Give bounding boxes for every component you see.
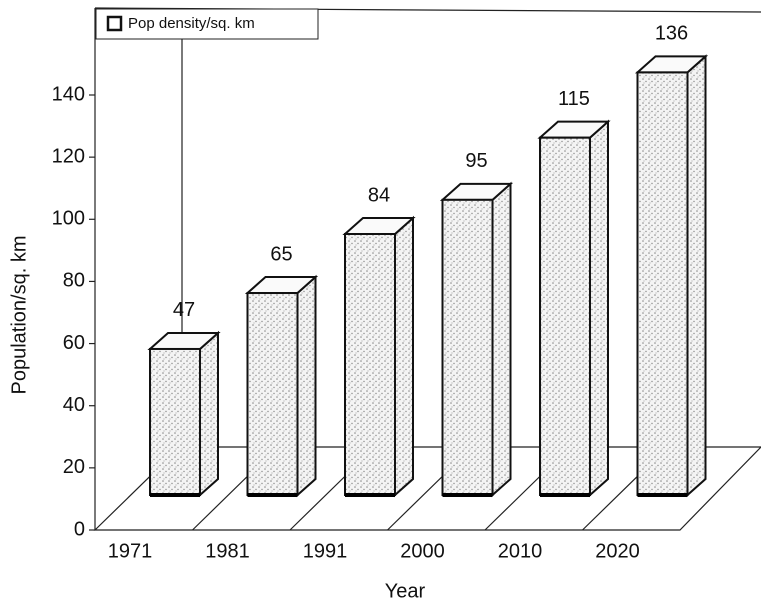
bar-side <box>491 181 512 498</box>
y-tick-label: 20 <box>63 456 85 478</box>
bar-side <box>296 274 317 498</box>
data-label: 65 <box>270 243 292 265</box>
y-tick-label: 120 <box>52 145 85 167</box>
bar-side <box>394 215 414 498</box>
bar-side <box>686 54 707 498</box>
bar <box>636 71 689 497</box>
y-tick-label: 140 <box>52 83 85 105</box>
data-label: 95 <box>465 150 487 172</box>
legend-label: Pop density/sq. km <box>128 15 255 32</box>
bar <box>246 292 299 496</box>
bar <box>149 347 201 497</box>
legend-box <box>95 8 319 40</box>
x-tick-label: 1971 <box>108 540 153 562</box>
x-tick-label: 1981 <box>205 540 250 562</box>
x-tick-label: 2000 <box>400 540 445 562</box>
x-tick-label: 2010 <box>498 540 543 562</box>
data-label: 115 <box>558 88 590 110</box>
bar-side <box>199 330 219 498</box>
x-tick-label: 1991 <box>303 540 348 562</box>
x-tick-label: 2020 <box>595 540 640 562</box>
bar <box>441 198 494 496</box>
bar <box>539 136 591 497</box>
x-axis-label: Year <box>385 580 426 602</box>
bar-side <box>589 119 609 498</box>
y-tick-label: 100 <box>52 208 85 230</box>
legend-swatch <box>106 15 123 32</box>
y-axis-label: Population/sq. km <box>8 236 30 395</box>
y-tick-label: 0 <box>74 518 85 540</box>
legend: Pop density/sq. km <box>95 8 319 40</box>
y-tick-label: 80 <box>63 270 85 292</box>
data-label: 136 <box>655 23 688 45</box>
data-label: 84 <box>368 184 390 206</box>
bar <box>344 233 396 496</box>
data-label: 47 <box>173 299 195 321</box>
y-tick-label: 60 <box>63 332 85 354</box>
y-tick-label: 40 <box>63 394 85 416</box>
